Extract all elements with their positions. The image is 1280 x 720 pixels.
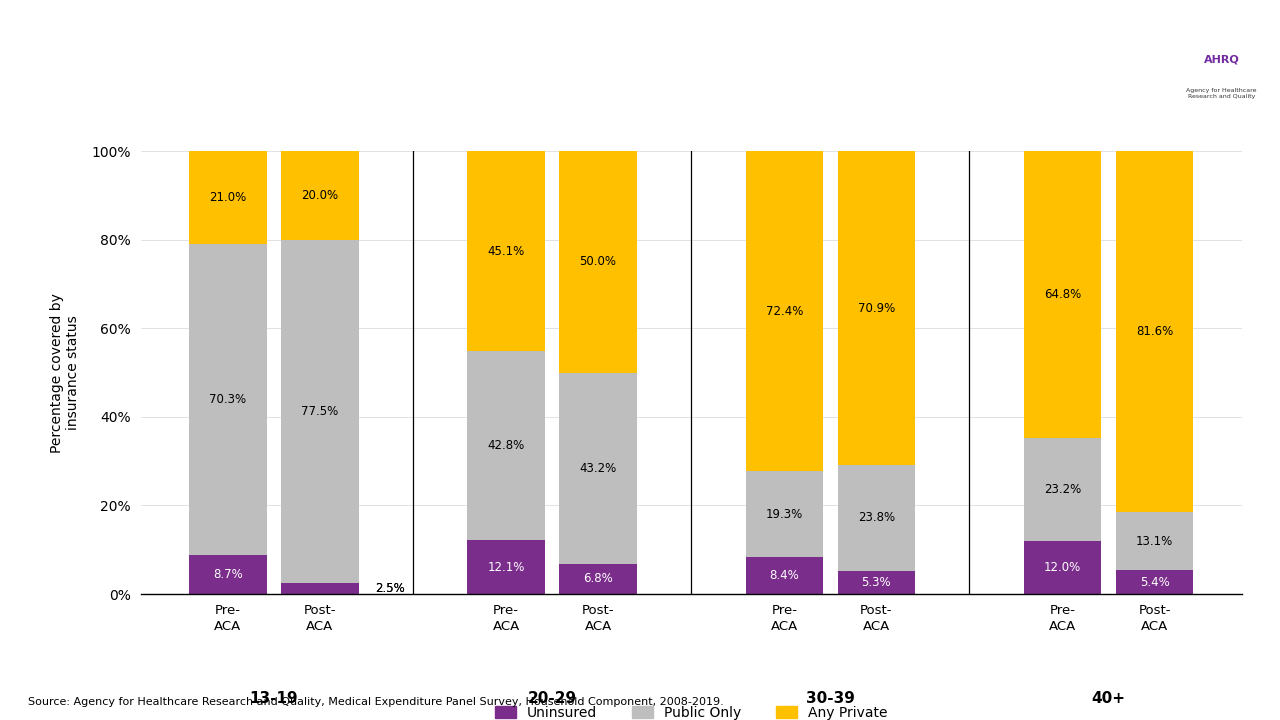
Bar — [837, 151, 915, 465]
Text: 81.6%: 81.6% — [1135, 325, 1174, 338]
Bar — [467, 151, 545, 351]
Text: 2.5%: 2.5% — [375, 582, 406, 595]
Text: 70.9%: 70.9% — [858, 302, 895, 315]
Bar — [282, 240, 358, 583]
Bar — [467, 351, 545, 541]
Bar — [1024, 151, 1101, 438]
Text: 12.0%: 12.0% — [1044, 561, 1082, 574]
Text: 20.0%: 20.0% — [301, 189, 338, 202]
Text: 13-19: 13-19 — [250, 691, 298, 706]
Bar — [1116, 570, 1193, 594]
Text: 13.1%: 13.1% — [1135, 534, 1174, 548]
Text: 64.8%: 64.8% — [1044, 288, 1082, 301]
Text: 20-29: 20-29 — [527, 691, 577, 706]
Bar — [837, 570, 915, 594]
Bar — [1116, 512, 1193, 570]
Text: 30-39: 30-39 — [806, 691, 855, 706]
Bar — [189, 244, 266, 555]
Text: 8.4%: 8.4% — [769, 569, 799, 582]
Bar — [1024, 541, 1101, 594]
Bar — [559, 564, 636, 594]
Legend: Uninsured, Public Only, Any Private: Uninsured, Public Only, Any Private — [495, 706, 887, 720]
Bar — [1116, 150, 1193, 512]
Bar — [837, 465, 915, 570]
Text: 6.8%: 6.8% — [584, 572, 613, 585]
Text: 43.2%: 43.2% — [580, 462, 617, 474]
Text: 77.5%: 77.5% — [301, 405, 338, 418]
Bar — [189, 151, 266, 244]
Bar — [282, 583, 358, 594]
Bar — [189, 555, 266, 594]
Text: 42.8%: 42.8% — [488, 439, 525, 452]
Text: 2.5%: 2.5% — [375, 582, 406, 595]
Text: Pre-ACA and Post-ACA: Pre-ACA and Post-ACA — [462, 93, 716, 112]
Text: 5.3%: 5.3% — [861, 576, 891, 589]
Text: 40+: 40+ — [1092, 691, 1125, 706]
Text: Source: Agency for Healthcare Research and Quality, Medical Expenditure Panel Su: Source: Agency for Healthcare Research a… — [28, 697, 724, 707]
Text: Agency for Healthcare
Research and Quality: Agency for Healthcare Research and Quali… — [1187, 88, 1257, 99]
Bar — [746, 557, 823, 594]
Bar — [1024, 438, 1101, 541]
Text: 12.1%: 12.1% — [488, 561, 525, 574]
Text: 72.4%: 72.4% — [765, 305, 803, 318]
Bar — [746, 150, 823, 472]
Text: 50.0%: 50.0% — [580, 256, 617, 269]
Text: Figure 3. Distribution of insurance status of birth mothers at time of birth by : Figure 3. Distribution of insurance stat… — [120, 37, 1057, 55]
Text: 5.4%: 5.4% — [1139, 575, 1170, 588]
Text: 8.7%: 8.7% — [212, 568, 243, 581]
Text: 23.8%: 23.8% — [858, 511, 895, 524]
Bar — [282, 151, 358, 240]
Bar — [559, 373, 636, 564]
Bar — [746, 472, 823, 557]
Text: 70.3%: 70.3% — [210, 393, 247, 406]
Text: AHRQ: AHRQ — [1203, 54, 1239, 64]
Bar — [467, 541, 545, 594]
Text: 19.3%: 19.3% — [765, 508, 803, 521]
Text: 23.2%: 23.2% — [1044, 483, 1082, 496]
Y-axis label: Percentage covered by
insurance status: Percentage covered by insurance status — [50, 292, 81, 453]
Bar — [559, 151, 636, 373]
Text: 21.0%: 21.0% — [209, 192, 247, 204]
Text: 45.1%: 45.1% — [488, 245, 525, 258]
